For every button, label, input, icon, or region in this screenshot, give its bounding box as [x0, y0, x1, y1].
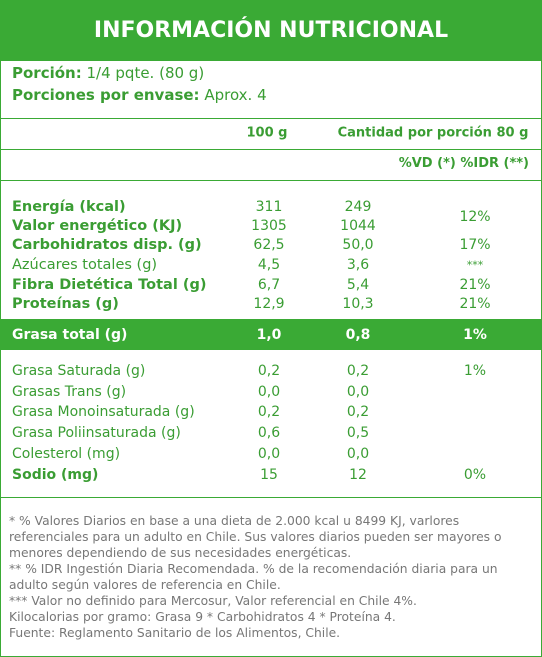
value-100g: 0,2 — [257, 363, 281, 379]
row-label: Colesterol (mg) — [12, 446, 121, 462]
value-serving: 0,0 — [346, 446, 370, 462]
value-100g: 311 — [255, 199, 283, 215]
row-label: Carbohidratos disp. (g) — [12, 237, 202, 253]
value-pct: 17% — [459, 237, 491, 253]
serving-line: Porción: 1/4 pqte. (80 g) — [12, 64, 204, 82]
value-100g: 0,6 — [257, 425, 281, 441]
footnotes: * % Valores Diarios en base a una dieta … — [9, 513, 533, 641]
value-serving: 5,4 — [346, 277, 370, 293]
serving-label: Porciones por envase: — [12, 86, 200, 104]
divider — [1, 118, 541, 119]
fat-total-band — [1, 319, 541, 350]
row-label: Grasa Monoinsaturada (g) — [12, 404, 195, 420]
row-label: Sodio (mg) — [12, 467, 99, 483]
value-pct: 1% — [463, 363, 487, 379]
row-label: Grasa total (g) — [12, 327, 128, 343]
row-label: Grasa Poliinsaturada (g) — [12, 425, 181, 441]
row-label: Grasa Saturada (g) — [12, 363, 146, 379]
row-label: Azúcares totales (g) — [12, 257, 158, 273]
serving-value: Aprox. 4 — [204, 86, 267, 104]
value-pct: 21% — [459, 277, 491, 293]
footnote: * % Valores Diarios en base a una dieta … — [9, 514, 502, 560]
serving-value: 1/4 pqte. (80 g) — [86, 64, 205, 82]
value-100g: 1,0 — [256, 327, 282, 343]
value-100g: 0,2 — [257, 404, 281, 420]
value-100g: 15 — [260, 467, 278, 483]
footnote: Fuente: Reglamento Sanitario de los Alim… — [9, 626, 341, 640]
value-100g: 6,7 — [257, 277, 281, 293]
value-serving: 0,2 — [346, 404, 370, 420]
title: INFORMACIÓN NUTRICIONAL — [1, 1, 541, 61]
divider — [1, 497, 541, 498]
serving-line: Porciones por envase: Aprox. 4 — [12, 86, 267, 104]
row-label: Fibra Dietética Total (g) — [12, 277, 207, 293]
value-pct: 12% — [459, 208, 491, 225]
value-serving: 0,5 — [346, 425, 370, 441]
serving-label: Porción: — [12, 64, 82, 82]
divider — [1, 149, 541, 150]
divider — [1, 180, 541, 181]
value-pct: *** — [466, 258, 484, 272]
value-100g: 12,9 — [253, 296, 285, 312]
footnote: ** % IDR Ingestión Diaria Recomendada. %… — [9, 562, 498, 592]
value-serving: 0,0 — [346, 384, 370, 400]
column-header: 100 g — [246, 125, 288, 141]
row-label: Valor energético (KJ) — [12, 218, 183, 234]
column-header: %VD (*) %IDR (**) — [398, 156, 529, 171]
value-100g: 4,5 — [257, 257, 281, 273]
value-serving: 12 — [349, 467, 367, 483]
value-pct: 21% — [459, 296, 491, 312]
value-100g: 0,0 — [257, 446, 281, 462]
value-serving: 3,6 — [346, 257, 370, 273]
value-100g: 1305 — [251, 218, 287, 234]
value-pct: 0% — [463, 467, 487, 483]
value-serving: 1044 — [340, 218, 376, 234]
column-header: Cantidad por porción 80 g — [337, 125, 529, 141]
value-pct: 1% — [463, 327, 487, 343]
footnote: *** Valor no definido para Mercosur, Val… — [9, 594, 417, 608]
value-serving: 249 — [344, 199, 372, 215]
footnote: Kilocalorias por gramo: Grasa 9 * Carboh… — [9, 610, 396, 624]
value-100g: 0,0 — [257, 384, 281, 400]
value-serving: 0,2 — [346, 363, 370, 379]
row-label: Energía (kcal) — [12, 199, 126, 215]
value-serving: 0,8 — [345, 327, 371, 343]
value-serving: 10,3 — [342, 296, 374, 312]
value-100g: 62,5 — [253, 237, 285, 253]
row-label: Proteínas (g) — [12, 296, 119, 312]
value-serving: 50,0 — [342, 237, 374, 253]
row-label: Grasas Trans (g) — [12, 384, 127, 400]
